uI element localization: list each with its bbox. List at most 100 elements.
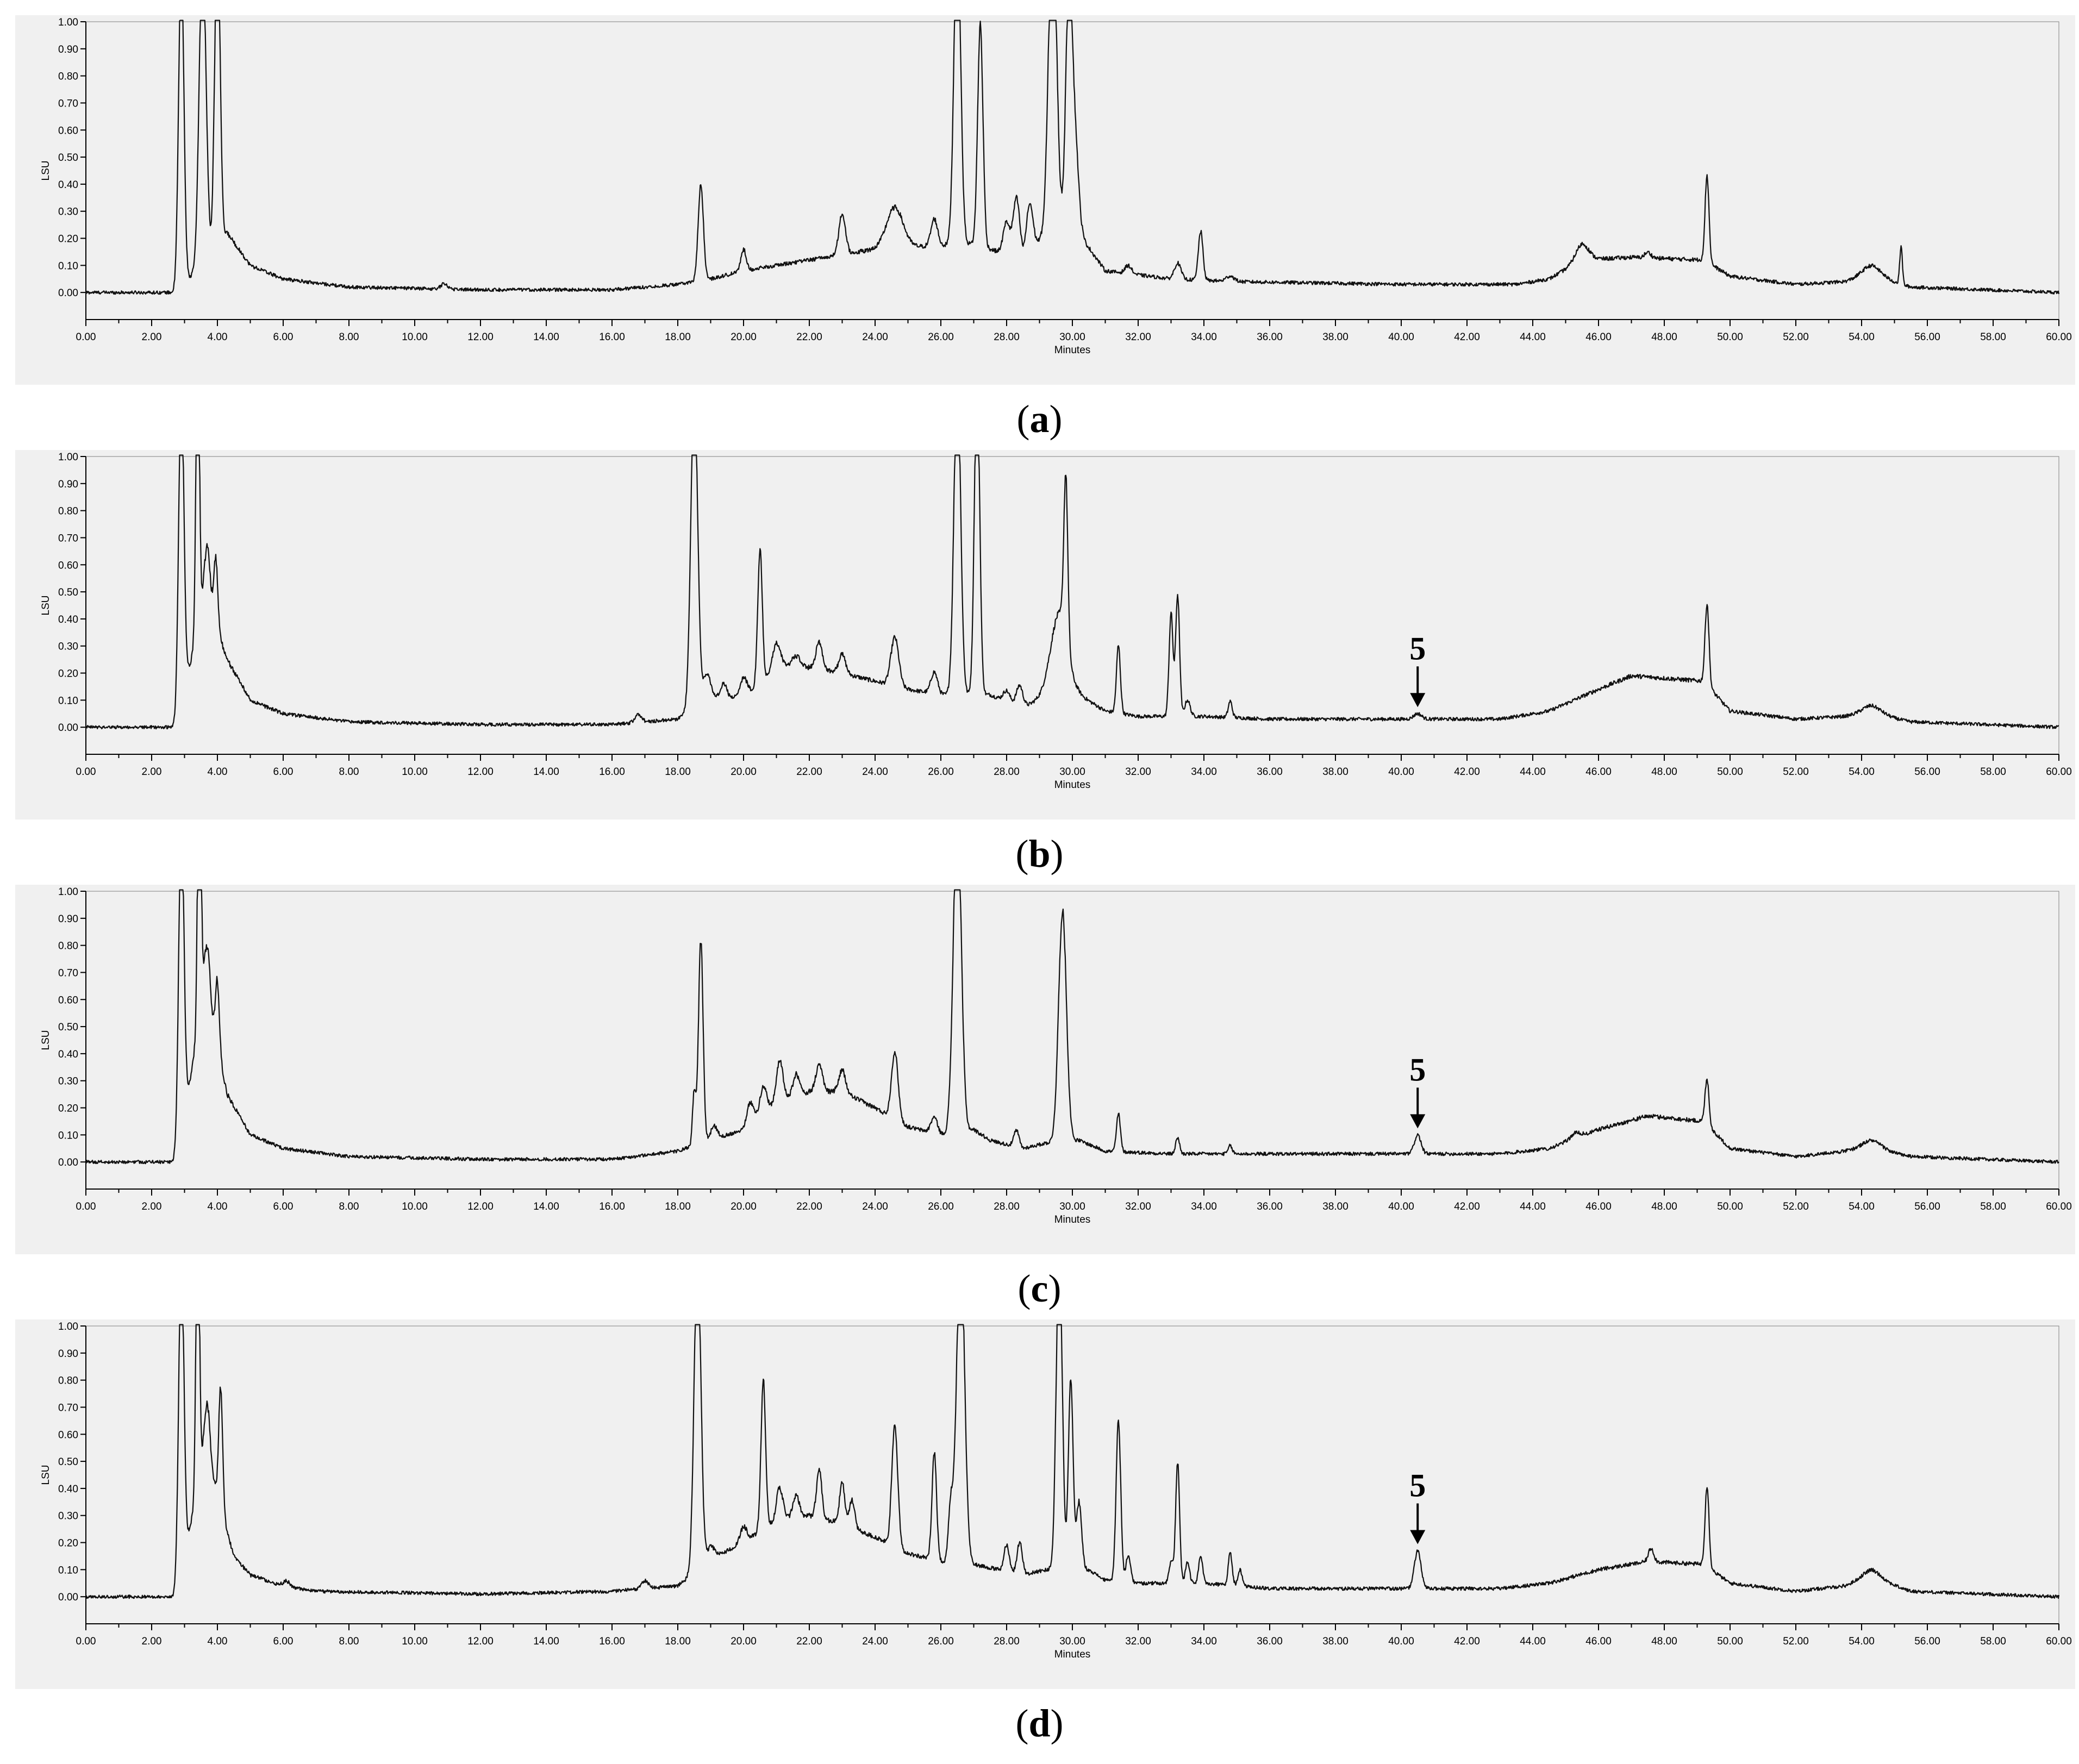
x-tick-label: 36.00 [1257,1201,1283,1212]
chromatogram-panel-d: 1.00 0.90 0.80 0.70 0.60 0.50 0.40 0.30 0.20 0.10… [15,1319,2075,1689]
x-tick-label: 4.00 [208,331,228,343]
x-tick-label: 46.00 [1585,1636,1612,1647]
x-tick-label: 22.00 [796,1201,822,1212]
x-tick-label: 54.00 [1849,331,1875,343]
x-tick-label: 6.00 [273,331,294,343]
caption-a-close-paren: ) [1049,397,1063,441]
x-tick-label: 54.00 [1849,1636,1875,1647]
x-tick-label: 10.00 [402,1201,428,1212]
chromatogram-b: 1.00 0.90 0.80 0.70 0.60 0.50 0.40 0.30 0.20 0.10… [40,452,2072,791]
x-tick-label: 30.00 [1059,331,1085,343]
x-tick-label: 52.00 [1783,766,1809,778]
x-tick-label: 10.00 [402,1636,428,1647]
y-tick-label: 1.00 [58,886,78,898]
x-tick-label: 56.00 [1914,766,1940,778]
y-tick-label: 0.40 [58,614,78,625]
y-tick-label: 0.70 [58,533,78,544]
caption-c: (c) [0,1266,2079,1311]
x-tick-label: 18.00 [665,331,691,343]
x-tick-label: 2.00 [142,1636,162,1647]
plot-frame [85,21,2059,320]
y-tick-label: 0.70 [58,967,78,979]
y-axis-title: LSU [40,1465,52,1485]
x-tick-label: 4.00 [208,1201,228,1212]
y-tick-label: 0.10 [58,1565,78,1576]
x-tick-label: 50.00 [1717,331,1743,343]
x-tick-label: 42.00 [1454,766,1480,778]
x-tick-label: 36.00 [1257,766,1283,778]
x-tick-label: 40.00 [1388,1636,1414,1647]
x-axis-title: Minutes [1054,779,1091,791]
x-tick-label: 48.00 [1651,1201,1677,1212]
x-tick-label: 46.00 [1585,1201,1612,1212]
y-tick-label: 0.20 [58,1538,78,1549]
caption-d-open-paren: ( [1015,1702,1029,1745]
x-tick-label: 42.00 [1454,1636,1480,1647]
x-tick-label: 28.00 [994,331,1020,343]
x-tick-label: 40.00 [1388,766,1414,778]
x-tick-label: 10.00 [402,331,428,343]
x-tick-label: 18.00 [665,1201,691,1212]
x-tick-label: 52.00 [1783,1201,1809,1212]
x-tick-label: 20.00 [731,766,757,778]
y-tick-label: 0.80 [58,941,78,952]
x-tick-label: 4.00 [208,1636,228,1647]
x-tick-label: 54.00 [1849,1201,1875,1212]
x-tick-label: 30.00 [1059,766,1085,778]
x-tick-label: 8.00 [339,766,359,778]
x-tick-label: 60.00 [2046,1201,2072,1212]
annotation-label: 5 [1409,1467,1426,1503]
x-tick-label: 46.00 [1585,766,1612,778]
x-tick-label: 60.00 [2046,331,2072,343]
y-tick-label: 0.10 [58,695,78,706]
y-tick-label: 0.50 [58,1456,78,1468]
annotation-arrow-head [1410,1114,1426,1129]
peak-annotation-5: 5 [1409,630,1426,708]
signal-trace [85,20,2060,295]
chromatogram-a: 1.00 0.90 0.80 0.70 0.60 0.50 0.40 0.30 0.20 0.10… [40,17,2072,356]
x-tick-label: 58.00 [1980,766,2006,778]
y-tick-label: 0.20 [58,234,78,245]
chromatogram-d: 1.00 0.90 0.80 0.70 0.60 0.50 0.40 0.30 0.20 0.10… [40,1321,2072,1660]
x-tick-label: 0.00 [76,331,96,343]
x-tick-label: 58.00 [1980,1636,2006,1647]
y-tick-label: 0.60 [58,1429,78,1441]
y-tick-label: 0.40 [58,1484,78,1495]
x-tick-label: 2.00 [142,331,162,343]
annotation-arrow-head [1410,1530,1426,1544]
x-tick-label: 34.00 [1191,1636,1217,1647]
x-tick-label: 52.00 [1783,331,1809,343]
caption-c-close-paren: ) [1048,1267,1062,1310]
x-tick-label: 26.00 [928,766,954,778]
annotation-arrow-head [1410,693,1426,708]
x-tick-label: 12.00 [467,331,494,343]
x-tick-label: 56.00 [1914,331,1940,343]
x-tick-label: 40.00 [1388,331,1414,343]
x-tick-label: 0.00 [76,766,96,778]
x-tick-label: 38.00 [1322,1636,1348,1647]
x-tick-label: 20.00 [731,1636,757,1647]
x-tick-label: 24.00 [862,331,888,343]
y-tick-label: 0.90 [58,1348,78,1360]
x-tick-label: 40.00 [1388,1201,1414,1212]
x-tick-label: 0.00 [76,1636,96,1647]
x-tick-label: 44.00 [1520,1636,1546,1647]
x-tick-label: 12.00 [467,1201,494,1212]
x-tick-label: 12.00 [467,1636,494,1647]
y-tick-label: 0.30 [58,207,78,218]
x-tick-label: 34.00 [1191,331,1217,343]
y-tick-label: 0.90 [58,479,78,490]
x-tick-label: 56.00 [1914,1201,1940,1212]
x-tick-label: 38.00 [1322,331,1348,343]
x-axis-title: Minutes [1054,1649,1091,1660]
caption-c-letter: c [1031,1267,1048,1310]
x-tick-label: 48.00 [1651,766,1677,778]
x-tick-label: 16.00 [599,1636,625,1647]
y-axis-title: LSU [40,161,52,181]
annotation-label: 5 [1409,1052,1426,1087]
x-tick-label: 32.00 [1125,331,1151,343]
y-tick-label: 0.40 [58,179,78,191]
x-tick-label: 22.00 [796,1636,822,1647]
x-tick-label: 16.00 [599,766,625,778]
x-tick-label: 32.00 [1125,766,1151,778]
